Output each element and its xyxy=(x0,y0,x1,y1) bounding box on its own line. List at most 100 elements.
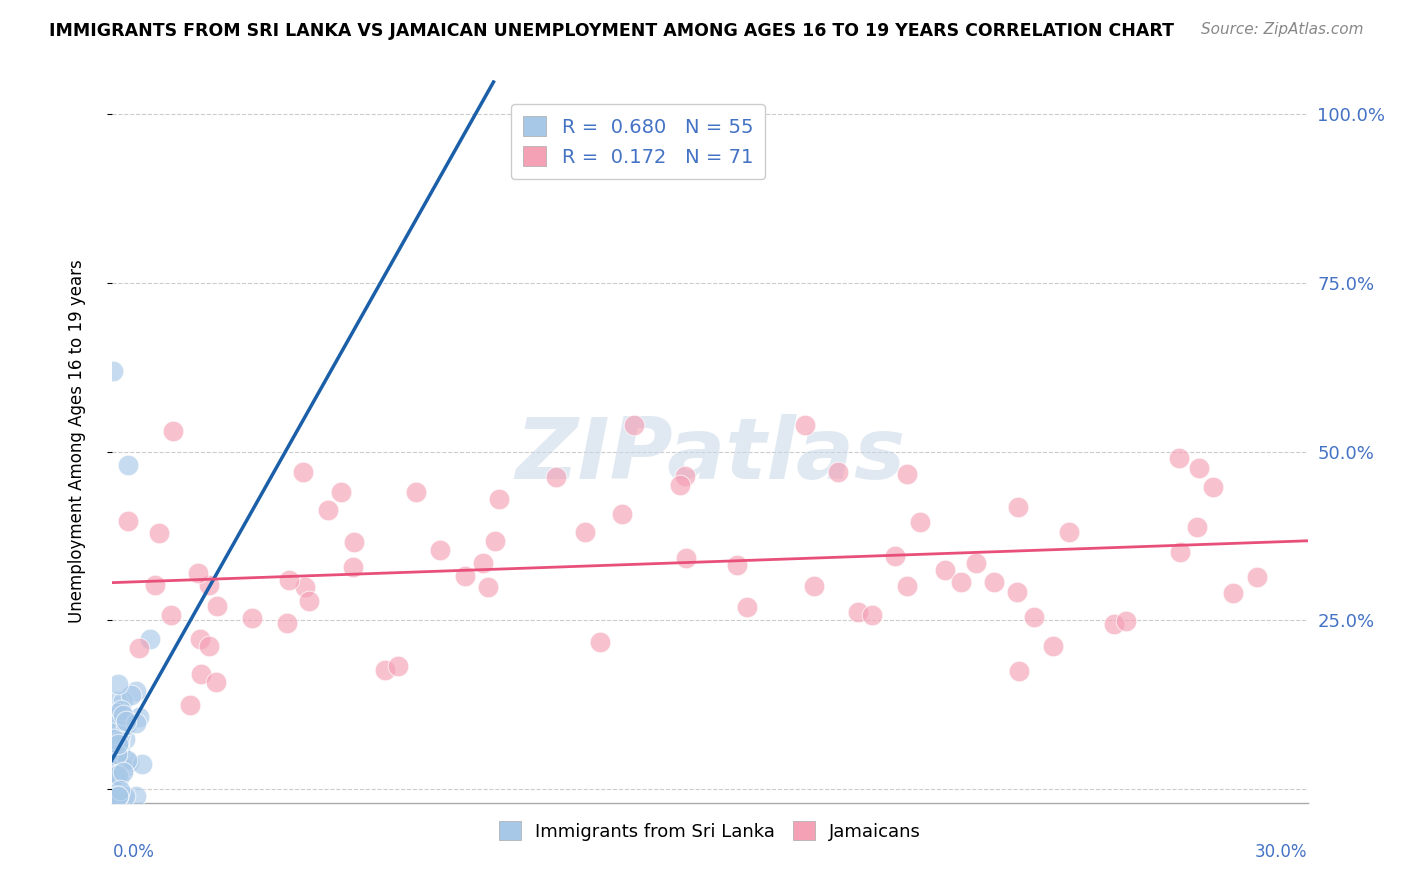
Point xyxy=(107,676,129,690)
Point xyxy=(110,729,132,743)
Point xyxy=(108,734,131,748)
Point xyxy=(846,605,869,619)
Point xyxy=(1115,614,1137,628)
Point xyxy=(204,675,226,690)
Point xyxy=(108,744,131,758)
Point xyxy=(104,723,127,737)
Point xyxy=(108,753,131,767)
Point xyxy=(1005,584,1028,599)
Point xyxy=(105,706,128,720)
Point xyxy=(117,458,139,472)
Point xyxy=(1022,610,1045,624)
Point xyxy=(128,710,150,724)
Point xyxy=(477,580,499,594)
Point xyxy=(374,663,396,677)
Point xyxy=(1104,617,1126,632)
Point xyxy=(107,767,129,781)
Point xyxy=(104,789,127,803)
Point xyxy=(187,566,209,580)
Point xyxy=(105,747,128,762)
Text: 0.0%: 0.0% xyxy=(112,843,155,861)
Point xyxy=(103,789,125,803)
Point xyxy=(104,789,127,803)
Point xyxy=(190,666,212,681)
Point xyxy=(1246,570,1268,584)
Point xyxy=(343,534,366,549)
Point xyxy=(104,789,127,803)
Point xyxy=(103,364,125,378)
Point xyxy=(484,534,506,549)
Point xyxy=(114,731,136,746)
Point xyxy=(120,688,142,702)
Point xyxy=(1188,461,1211,475)
Point xyxy=(276,615,298,630)
Text: Source: ZipAtlas.com: Source: ZipAtlas.com xyxy=(1201,22,1364,37)
Point xyxy=(883,549,905,563)
Text: ZIPatlas: ZIPatlas xyxy=(515,415,905,498)
Point xyxy=(1007,500,1029,514)
Point xyxy=(546,470,568,484)
Point xyxy=(488,491,510,506)
Point xyxy=(908,515,931,529)
Point xyxy=(104,789,127,803)
Point xyxy=(735,599,758,614)
Point xyxy=(143,578,166,592)
Point xyxy=(610,507,633,521)
Point xyxy=(108,771,131,785)
Point xyxy=(1168,545,1191,559)
Point xyxy=(297,593,319,607)
Point xyxy=(112,761,135,775)
Point xyxy=(128,640,150,655)
Point xyxy=(131,756,153,771)
Point xyxy=(107,789,129,803)
Y-axis label: Unemployment Among Ages 16 to 19 years: Unemployment Among Ages 16 to 19 years xyxy=(67,260,86,624)
Point xyxy=(405,485,427,500)
Point xyxy=(162,425,184,439)
Point xyxy=(588,635,610,649)
Point xyxy=(125,715,148,730)
Point xyxy=(623,417,645,432)
Point xyxy=(453,568,475,582)
Point xyxy=(1168,451,1191,466)
Point xyxy=(111,789,134,803)
Point xyxy=(108,724,131,739)
Point xyxy=(1185,520,1208,534)
Point xyxy=(110,703,132,717)
Point xyxy=(1008,664,1031,678)
Point xyxy=(115,718,138,732)
Point xyxy=(1222,585,1244,599)
Point xyxy=(387,659,409,673)
Point xyxy=(429,543,451,558)
Point xyxy=(112,694,135,708)
Point xyxy=(148,525,170,540)
Point xyxy=(103,716,125,731)
Point xyxy=(472,556,495,570)
Point xyxy=(179,698,201,713)
Point xyxy=(104,751,127,765)
Point xyxy=(107,737,129,751)
Point xyxy=(115,714,138,728)
Point xyxy=(983,574,1005,589)
Point xyxy=(198,639,221,653)
Point xyxy=(108,768,131,782)
Point xyxy=(278,574,301,588)
Point xyxy=(105,768,128,782)
Point xyxy=(294,580,316,594)
Point xyxy=(1042,640,1064,654)
Point xyxy=(114,789,136,803)
Point xyxy=(105,694,128,708)
Point xyxy=(205,599,228,613)
Point xyxy=(117,514,139,528)
Point xyxy=(103,731,125,746)
Point xyxy=(107,789,129,803)
Point xyxy=(934,564,956,578)
Point xyxy=(197,577,219,591)
Legend: Immigrants from Sri Lanka, Jamaicans: Immigrants from Sri Lanka, Jamaicans xyxy=(492,814,928,848)
Point xyxy=(794,417,817,432)
Point xyxy=(896,467,918,482)
Point xyxy=(107,789,129,803)
Point xyxy=(105,789,128,803)
Text: IMMIGRANTS FROM SRI LANKA VS JAMAICAN UNEMPLOYMENT AMONG AGES 16 TO 19 YEARS COR: IMMIGRANTS FROM SRI LANKA VS JAMAICAN UN… xyxy=(49,22,1174,40)
Point xyxy=(1057,525,1080,540)
Point xyxy=(107,761,129,775)
